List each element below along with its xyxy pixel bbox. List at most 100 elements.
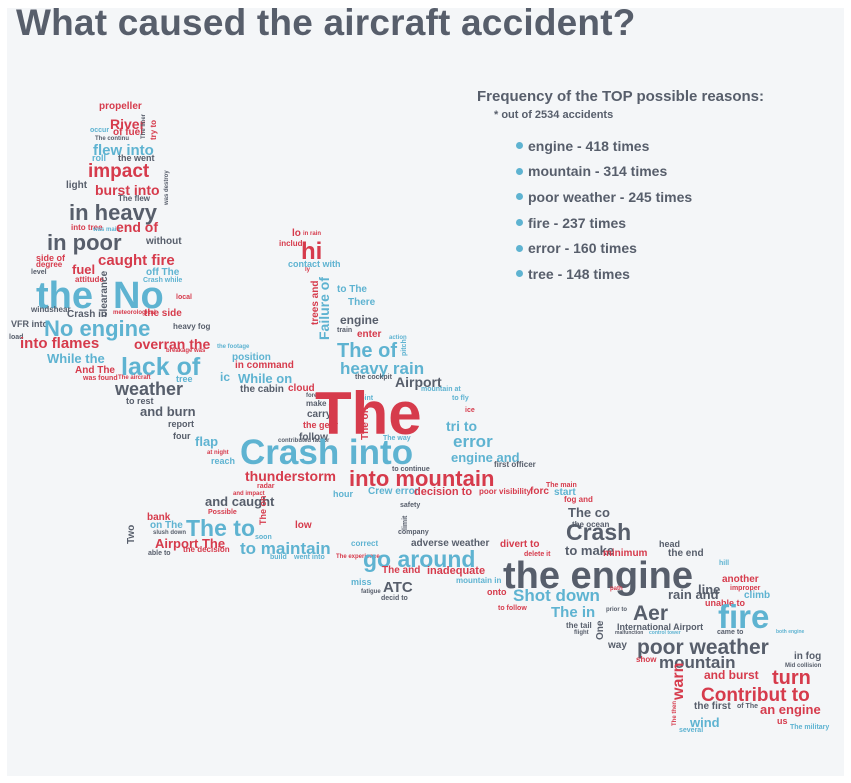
cloud-word: tri to	[446, 417, 478, 434]
cloud-word: The continu	[95, 136, 129, 143]
cloud-word: path	[610, 586, 623, 593]
cloud-word: malfunction	[615, 629, 644, 636]
cloud-word: build	[270, 554, 287, 562]
cloud-word: report	[168, 418, 195, 429]
cloud-word: Shot down	[513, 586, 600, 606]
cloud-word: into flames	[20, 334, 100, 352]
cloud-word: hi	[301, 238, 323, 266]
legend-note: * out of 2534 accidents	[494, 109, 614, 121]
cloud-word: fatigue	[361, 589, 381, 596]
cloud-word: decision to	[414, 485, 473, 498]
cloud-word: The in	[551, 603, 596, 621]
cloud-word: includ	[279, 239, 303, 249]
cloud-word: reach	[211, 455, 236, 466]
cloud-word: meteorological	[113, 310, 156, 317]
cloud-word: No	[113, 274, 164, 317]
cloud-word: The way	[383, 435, 411, 443]
page-title: What caused the aircraft accident?	[16, 2, 636, 43]
cloud-word: Failure of	[316, 276, 332, 340]
cloud-word: onto	[487, 586, 507, 597]
legend-heading: Frequency of the TOP possible reasons:	[477, 88, 765, 105]
cloud-word: Contribut to	[701, 685, 810, 707]
cloud-word: the footage	[217, 344, 250, 351]
cloud-word: at night	[207, 450, 229, 457]
cloud-word: another	[722, 573, 759, 585]
cloud-word: the decision	[183, 545, 230, 555]
cloud-word: the engine	[503, 554, 694, 597]
cloud-word: the	[36, 274, 93, 317]
cloud-word: an engine	[760, 702, 821, 718]
cloud-word: weather	[115, 379, 184, 400]
cloud-word: to The	[337, 283, 367, 295]
cloud-word: rain and	[668, 587, 719, 603]
cloud-word: into tree	[71, 223, 103, 233]
cloud-word: Crash while	[143, 277, 183, 285]
cloud-word: went into	[294, 554, 325, 562]
cloud-word: company	[398, 529, 429, 537]
cloud-word: start	[554, 486, 576, 498]
cloud-word: Possible	[208, 509, 237, 517]
cloud-word: impact	[88, 161, 150, 183]
cloud-word: minimum	[603, 547, 648, 559]
cloud-word: and burn	[140, 404, 196, 420]
cloud-word: in rain	[303, 231, 322, 238]
cloud-word: and burst	[704, 668, 759, 683]
cloud-word: pitch	[401, 339, 408, 356]
cloud-word: line	[698, 582, 721, 598]
cloud-word: ice	[465, 407, 475, 415]
cloud-word: light	[66, 179, 88, 191]
cloud-word: error	[453, 432, 493, 452]
cloud-word: to fly	[452, 395, 469, 403]
cloud-word: and impact	[233, 491, 265, 498]
cloud-word: Mid collision	[785, 663, 822, 670]
cloud-word: show	[636, 655, 657, 665]
cloud-word: first officer	[494, 460, 536, 470]
cloud-word: of fuel	[113, 126, 143, 138]
cloud-word: flight	[574, 630, 589, 637]
cloud-word: position	[232, 351, 271, 363]
cloud-word: caught fire	[98, 251, 175, 269]
cloud-word: head	[659, 538, 681, 549]
legend-item: fire - 237 times	[516, 210, 807, 236]
cloud-word: The flew	[118, 194, 151, 204]
cloud-word: lo	[292, 227, 301, 239]
cloud-word: limit	[402, 515, 409, 530]
cloud-word: The aircraft	[118, 375, 151, 382]
cloud-word: end of	[116, 218, 158, 235]
cloud-word: Crew error	[368, 485, 419, 497]
cloud-word: International Airport	[617, 621, 704, 632]
cloud-word: engine	[340, 313, 379, 328]
cloud-word: The co	[568, 505, 610, 521]
cloud-word: turn	[772, 666, 811, 689]
cloud-word: safety	[400, 502, 421, 510]
cloud-word: Airport The	[155, 536, 226, 552]
cloud-word: River	[110, 115, 146, 132]
cloud-word: was main	[93, 227, 121, 234]
cloud-word: divert to	[500, 538, 540, 550]
cloud-word: delete it	[524, 551, 551, 559]
cloud-word: hill	[719, 560, 730, 568]
bullet-icon	[516, 142, 523, 150]
cloud-word: follow	[299, 431, 328, 443]
cloud-word: tree	[176, 373, 193, 384]
cloud-word: bank	[147, 511, 171, 523]
cloud-word: The to	[186, 515, 255, 542]
cloud-word: inadequate	[427, 564, 486, 577]
cloud-word: poor weather	[637, 635, 769, 659]
cloud-word: the ocean	[572, 520, 610, 530]
cloud-word: way	[608, 639, 627, 651]
cloud-word: make an	[306, 399, 339, 409]
cloud-word: mountain in	[456, 576, 502, 586]
cloud-word: to make	[565, 543, 615, 559]
cloud-word: the gear	[303, 419, 339, 430]
cloud-word: on The	[150, 519, 183, 531]
cloud-word: No engine	[44, 315, 151, 341]
cloud-word: Crash	[566, 519, 632, 546]
legend-item: mountain - 314 times	[516, 159, 807, 185]
chart-background	[7, 8, 844, 776]
cloud-word: The of	[337, 339, 397, 362]
cloud-word: There	[348, 296, 376, 308]
cloud-word: radar	[257, 483, 275, 491]
cloud-word: in poor	[47, 229, 122, 255]
